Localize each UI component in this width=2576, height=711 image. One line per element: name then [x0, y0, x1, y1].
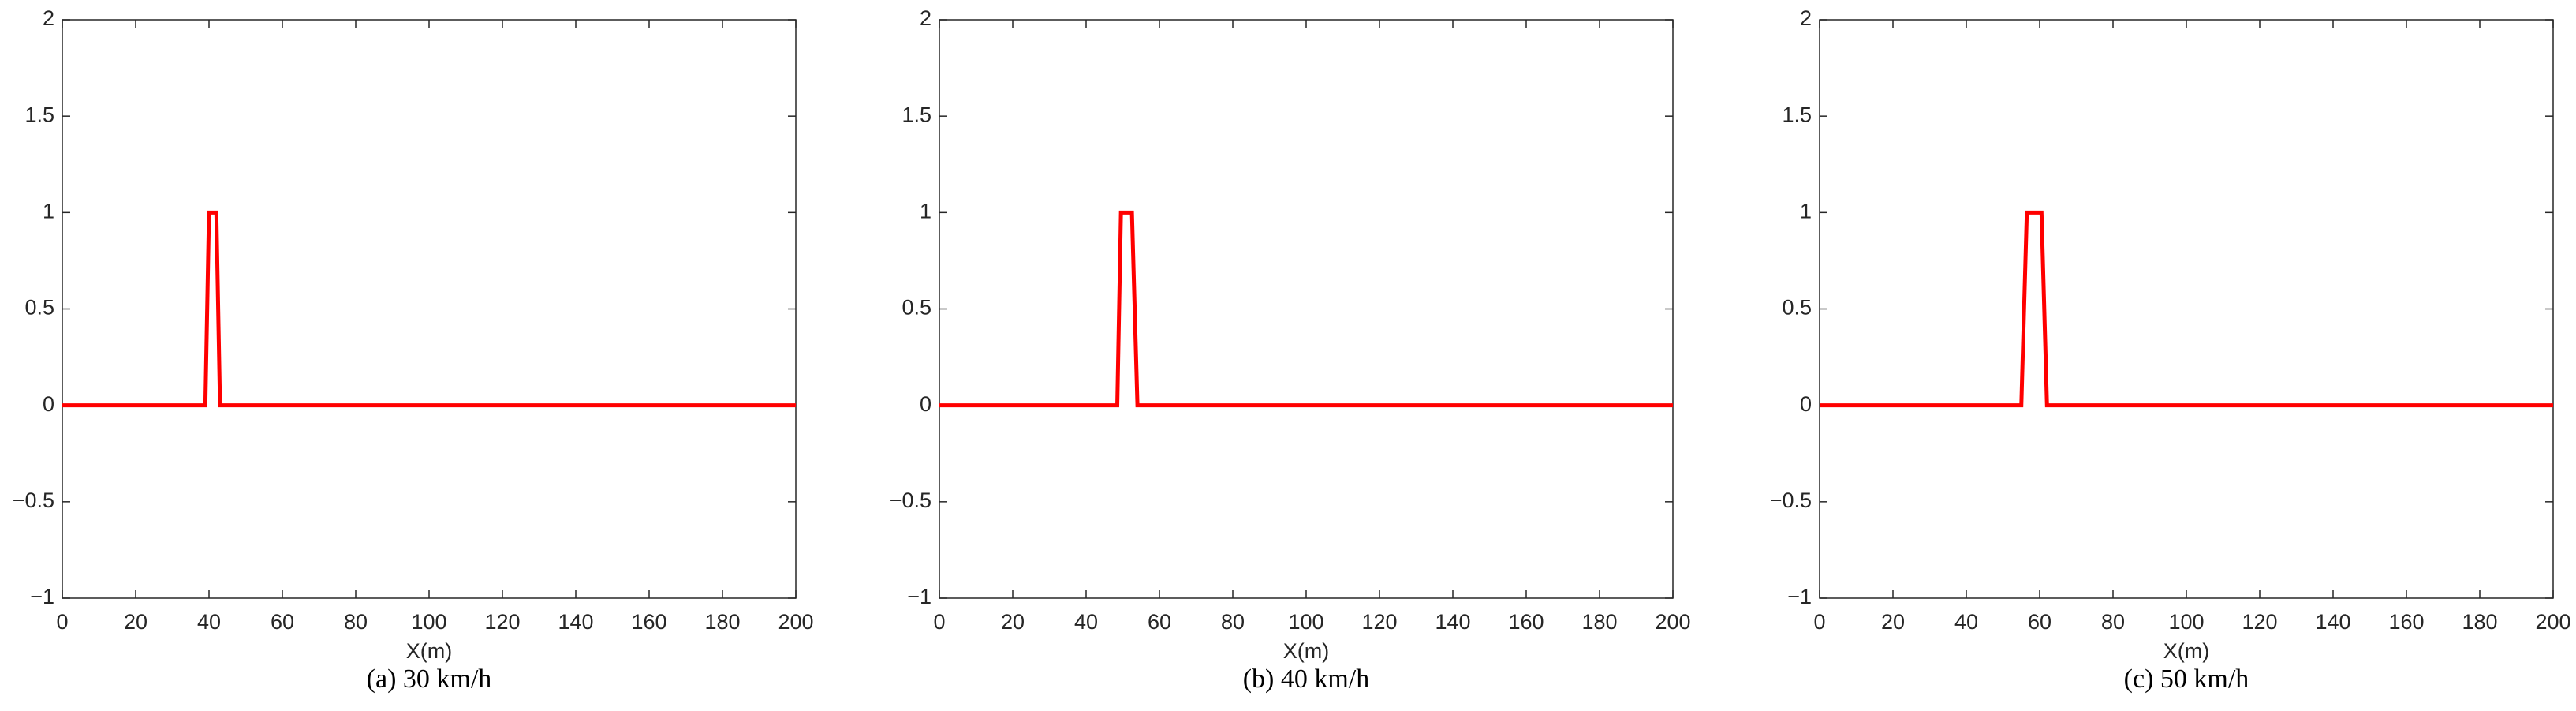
y-tick-label: 0.5 — [902, 296, 931, 320]
x-tick-label: 120 — [2242, 610, 2277, 634]
data-line — [62, 210, 796, 408]
caption: (a) 30 km/h — [367, 664, 492, 694]
x-tick-label: 140 — [2315, 610, 2350, 634]
x-tick-label: 180 — [1581, 610, 1617, 634]
y-tick-label: 2 — [920, 6, 931, 30]
x-tick-label: 60 — [271, 610, 294, 634]
x-tick-label: 20 — [1001, 610, 1025, 634]
x-tick-label: 40 — [1954, 610, 1978, 634]
x-tick-label: 40 — [197, 610, 221, 634]
y-tick-label: −1 — [30, 585, 54, 608]
y-tick-label: 0 — [1800, 392, 1812, 416]
x-tick-label: 0 — [1813, 610, 1825, 634]
y-tick-label: 2 — [43, 6, 54, 30]
y-tick-label: 1 — [920, 199, 931, 223]
x-tick-label: 100 — [411, 610, 446, 634]
y-tick-label: 1.5 — [1782, 103, 1812, 126]
data-line — [939, 210, 1673, 408]
x-tick-label: 40 — [1074, 610, 1098, 634]
caption: (c) 50 km/h — [2124, 664, 2249, 694]
axes-frame — [1819, 19, 2554, 599]
x-tick-label: 200 — [778, 610, 813, 634]
x-tick-label: 0 — [56, 610, 68, 634]
y-tick-label: 0.5 — [1782, 296, 1812, 320]
x-tick-label: 140 — [558, 610, 593, 634]
x-tick-label: 20 — [1881, 610, 1905, 634]
x-tick-label: 160 — [1508, 610, 1544, 634]
y-tick-label: 0 — [43, 392, 54, 416]
x-tick-label: 120 — [484, 610, 520, 634]
y-tick-label: 1 — [43, 199, 54, 223]
y-tick-label: −1 — [1787, 585, 1812, 608]
y-tick-label: 1.5 — [902, 103, 931, 126]
x-tick-label: 100 — [1288, 610, 1323, 634]
y-tick-label: 1.5 — [24, 103, 54, 126]
x-axis-label: X(m) — [2163, 639, 2209, 663]
y-tick-label: 0.5 — [24, 296, 54, 320]
x-tick-label: 80 — [344, 610, 368, 634]
x-tick-label: 200 — [2535, 610, 2570, 634]
x-axis-label: X(m) — [1283, 639, 1329, 663]
x-tick-label: 140 — [1435, 610, 1470, 634]
x-tick-label: 120 — [1361, 610, 1397, 634]
y-tick-label: −0.5 — [1770, 488, 1812, 512]
x-tick-label: 0 — [933, 610, 945, 634]
y-tick-label: 2 — [1800, 6, 1812, 30]
x-tick-label: 200 — [1655, 610, 1690, 634]
x-tick-label: 60 — [2028, 610, 2051, 634]
x-tick-label: 160 — [2388, 610, 2424, 634]
y-tick-label: −0.5 — [890, 488, 931, 512]
caption: (b) 40 km/h — [1243, 664, 1370, 694]
y-tick-label: −0.5 — [13, 488, 54, 512]
y-tick-label: 1 — [1800, 199, 1812, 223]
y-tick-label: −1 — [907, 585, 931, 608]
x-tick-label: 20 — [124, 610, 147, 634]
y-tick-label: 0 — [920, 392, 931, 416]
x-tick-label: 160 — [631, 610, 666, 634]
x-tick-label: 80 — [1221, 610, 1245, 634]
data-line — [1820, 210, 2553, 408]
x-axis-label: X(m) — [406, 639, 452, 663]
x-tick-label: 100 — [2168, 610, 2204, 634]
x-tick-label: 180 — [704, 610, 740, 634]
x-tick-label: 180 — [2462, 610, 2497, 634]
x-tick-label: 80 — [2101, 610, 2125, 634]
axes-frame — [62, 19, 797, 599]
axes-frame — [939, 19, 1674, 599]
x-tick-label: 60 — [1148, 610, 1171, 634]
